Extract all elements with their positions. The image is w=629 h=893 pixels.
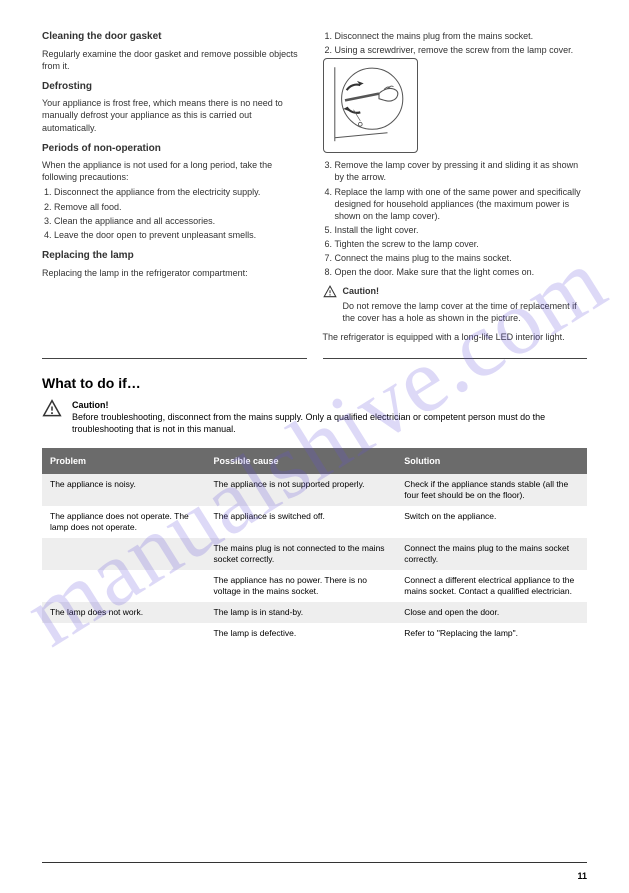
cell: Connect a different electrical appliance… [396,570,587,602]
warning-icon [42,399,62,419]
para-gasket: Regularly examine the door gasket and re… [42,48,307,72]
cell: Switch on the appliance. [396,506,587,538]
cell: The lamp is in stand-by. [206,602,397,623]
cell: Check if the appliance stands stable (al… [396,474,587,506]
para-led: The refrigerator is equipped with a long… [323,331,588,343]
list-item: Replace the lamp with one of the same po… [335,186,588,222]
table-row: The appliance is noisy. The appliance is… [42,474,587,506]
page-container: manualshive.com Cleaning the door gasket… [0,0,629,893]
caution-text-wrap: Caution! Do not remove the lamp cover at… [343,285,588,327]
caution-block: Caution! Do not remove the lamp cover at… [323,285,588,327]
cell: The appliance has no power. There is no … [206,570,397,602]
list-item: Disconnect the appliance from the electr… [54,186,307,198]
th-problem: Problem [42,448,206,474]
table-row: The mains plug is not connected to the m… [42,538,587,570]
list-item: Open the door. Make sure that the light … [335,266,588,278]
th-cause: Possible cause [206,448,397,474]
cell [42,623,206,644]
list-item: Disconnect the mains plug from the mains… [335,30,588,42]
cell: The lamp is defective. [206,623,397,644]
table-row: The lamp does not work. The lamp is in s… [42,602,587,623]
nonop-list: Disconnect the appliance from the electr… [42,186,307,241]
screwdriver-illustration [323,58,418,153]
list-item: Clean the appliance and all accessories. [54,215,307,227]
list-item: Connect the mains plug to the mains sock… [335,252,588,264]
caution-text: Do not remove the lamp cover at the time… [343,300,588,324]
list-item: Remove the lamp cover by pressing it and… [335,159,588,183]
cell [42,538,206,570]
footer-rule [42,862,587,863]
cell: The lamp does not work. [42,602,206,623]
list-item: Remove all food. [54,201,307,213]
cell: Connect the mains plug to the mains sock… [396,538,587,570]
intro-caution-text: Before troubleshooting, disconnect from … [72,411,587,435]
heading-gasket: Cleaning the door gasket [42,30,307,44]
cell [42,570,206,602]
list-item: Leave the door open to prevent unpleasan… [54,229,307,241]
cell: The appliance is switched off. [206,506,397,538]
table-row: The lamp is defective. Refer to "Replaci… [42,623,587,644]
para-lamp: Replacing the lamp in the refrigerator c… [42,267,307,279]
cell: The appliance does not operate. The lamp… [42,506,206,538]
para-defrost: Your appliance is frost free, which mean… [42,97,307,133]
column-dividers [42,358,587,359]
para-nonop: When the appliance is not used for a lon… [42,159,307,183]
right-column: Disconnect the mains plug from the mains… [323,30,588,346]
cell: Close and open the door. [396,602,587,623]
cell: The appliance is not supported properly. [206,474,397,506]
page-number: 11 [577,871,587,881]
troubleshoot-table: Problem Possible cause Solution The appl… [42,448,587,644]
top-columns: Cleaning the door gasket Regularly exami… [42,30,587,346]
cell: The mains plug is not connected to the m… [206,538,397,570]
lamp-steps: Disconnect the mains plug from the mains… [323,30,588,56]
list-item: Tighten the screw to the lamp cover. [335,238,588,250]
table-row: The appliance has no power. There is no … [42,570,587,602]
section-title: What to do if… [42,375,587,391]
cell: Refer to "Replacing the lamp". [396,623,587,644]
list-item: Using a screwdriver, remove the screw fr… [335,44,588,56]
left-column: Cleaning the door gasket Regularly exami… [42,30,307,346]
heading-nonop: Periods of non-operation [42,142,307,156]
list-item: Install the light cover. [335,224,588,236]
intro-caution-label: Caution! [72,399,587,411]
intro-caution: Caution! Before troubleshooting, disconn… [42,399,587,435]
table-row: The appliance does not operate. The lamp… [42,506,587,538]
warning-icon [323,285,337,299]
cell: The appliance is noisy. [42,474,206,506]
intro-text-wrap: Caution! Before troubleshooting, disconn… [72,399,587,435]
th-solution: Solution [396,448,587,474]
heading-defrost: Defrosting [42,80,307,94]
heading-lamp: Replacing the lamp [42,249,307,263]
caution-label: Caution! [343,285,588,297]
lamp-steps-cont: Remove the lamp cover by pressing it and… [323,159,588,278]
